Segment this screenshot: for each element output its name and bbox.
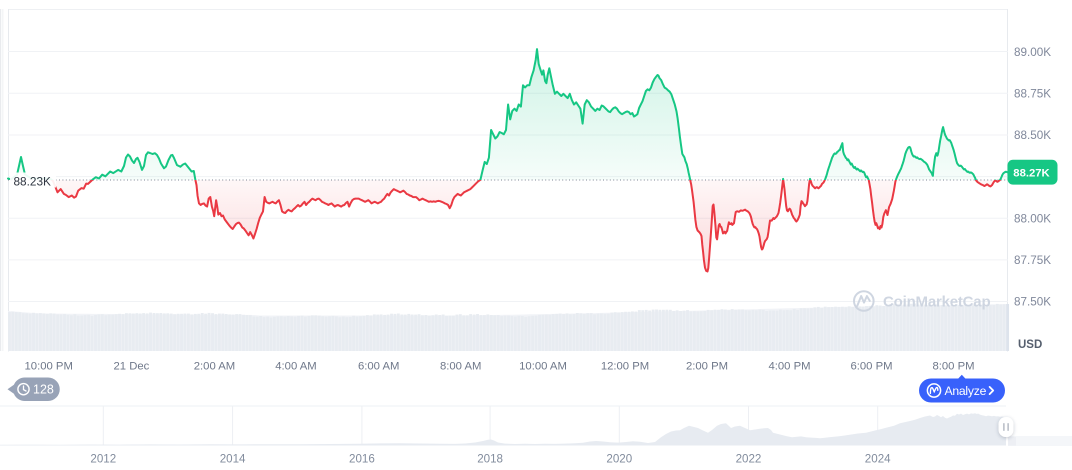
svg-text:2022: 2022 [736, 453, 762, 466]
svg-text:2024: 2024 [865, 453, 891, 466]
svg-text:4:00 AM: 4:00 AM [275, 361, 316, 373]
svg-text:88.23K: 88.23K [14, 174, 52, 188]
svg-text:6:00 AM: 6:00 AM [358, 361, 399, 373]
svg-text:8:00 AM: 8:00 AM [440, 361, 481, 373]
svg-text:CoinMarketCap: CoinMarketCap [883, 293, 990, 310]
svg-text:10:00 PM: 10:00 PM [25, 361, 73, 373]
svg-text:Analyze: Analyze [945, 384, 987, 398]
svg-text:88.75K: 88.75K [1014, 88, 1051, 101]
svg-text:89.00K: 89.00K [1014, 46, 1051, 59]
svg-text:2018: 2018 [477, 453, 503, 466]
svg-text:2016: 2016 [349, 453, 375, 466]
svg-text:88.27K: 88.27K [1013, 168, 1050, 180]
svg-text:12:00 PM: 12:00 PM [601, 361, 649, 373]
svg-text:88.50K: 88.50K [1014, 129, 1051, 142]
svg-text:6:00 PM: 6:00 PM [850, 361, 892, 373]
svg-text:4:00 PM: 4:00 PM [768, 361, 810, 373]
svg-text:2020: 2020 [606, 453, 632, 466]
svg-text:128: 128 [33, 383, 54, 397]
svg-text:2:00 PM: 2:00 PM [686, 361, 728, 373]
svg-text:10:00 AM: 10:00 AM [519, 361, 567, 373]
svg-text:87.50K: 87.50K [1014, 296, 1051, 309]
svg-text:88.00K: 88.00K [1014, 212, 1051, 225]
svg-text:87.75K: 87.75K [1014, 254, 1051, 267]
svg-text:2012: 2012 [90, 453, 116, 466]
svg-text:2:00 AM: 2:00 AM [194, 361, 235, 373]
svg-text:2014: 2014 [220, 453, 246, 466]
svg-text:USD: USD [1018, 339, 1042, 351]
svg-text:21 Dec: 21 Dec [114, 361, 150, 373]
svg-text:8:00 PM: 8:00 PM [932, 361, 974, 373]
